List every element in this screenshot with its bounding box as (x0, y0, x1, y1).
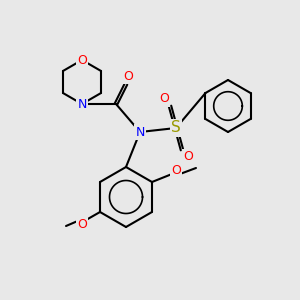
Text: S: S (171, 121, 181, 136)
Text: N: N (77, 98, 87, 110)
Text: O: O (123, 70, 133, 83)
Text: O: O (159, 92, 169, 106)
Text: O: O (183, 151, 193, 164)
Text: O: O (77, 218, 87, 230)
Text: O: O (77, 53, 87, 67)
Text: N: N (135, 125, 145, 139)
Text: O: O (171, 164, 181, 178)
